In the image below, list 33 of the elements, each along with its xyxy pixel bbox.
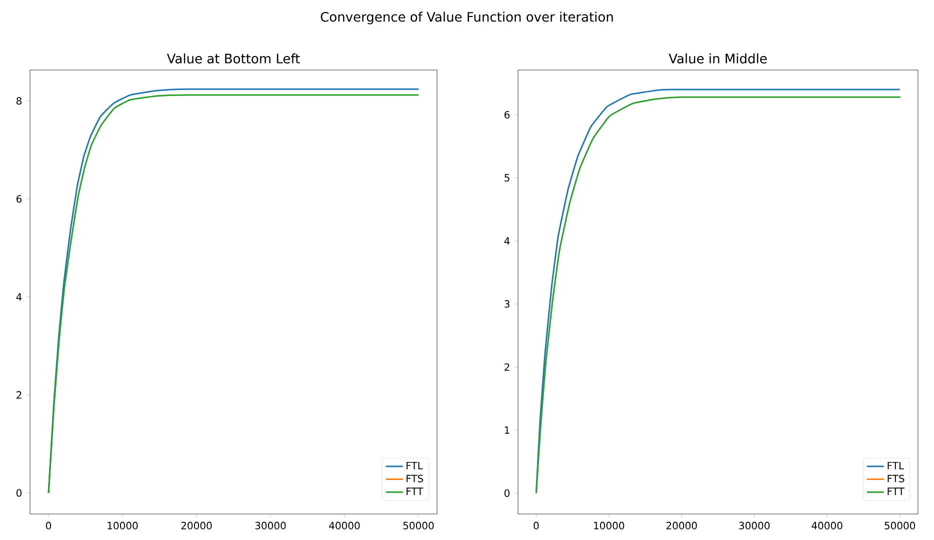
legend-label: FTS: [406, 474, 424, 482]
y-tick-label: 0: [16, 489, 22, 497]
y-tick-label: 4: [504, 237, 510, 245]
y-tick-label: 8: [16, 97, 22, 105]
x-tick-label: 20000: [666, 522, 697, 530]
x-tick-label: 0: [46, 522, 52, 530]
x-tick-label: 40000: [329, 522, 360, 530]
text: Convergence of Value Function over iteration: [320, 12, 613, 24]
y-tick-label: 3: [504, 300, 510, 308]
legend-label: FTT: [888, 488, 904, 495]
y-tick-label: 1: [504, 426, 510, 434]
x-tick-label: 50000: [884, 522, 916, 530]
x-tick-label: 50000: [403, 522, 434, 530]
x-tick-label: 10000: [594, 522, 624, 530]
x-tick-label: 0: [534, 522, 539, 530]
legend-label: FTS: [888, 474, 904, 482]
y-tick-label: 5: [504, 174, 510, 182]
y-tick-label: 6: [16, 195, 22, 203]
legend-label: FTL: [888, 462, 904, 470]
x-tick-label: 10000: [108, 522, 138, 530]
x-tick-label: 30000: [255, 522, 286, 530]
y-tick-label: 0: [504, 489, 510, 497]
chart-title: Value at Bottom Left: [166, 53, 300, 64]
x-tick-label: 40000: [812, 522, 842, 530]
legend-label: FTL: [406, 462, 423, 470]
x-tick-label: 30000: [739, 522, 770, 530]
y-tick-label: 2: [16, 391, 22, 399]
y-tick-label: 6: [504, 110, 510, 119]
chart-title: Value in Middle: [668, 53, 767, 64]
y-tick-label: 2: [504, 363, 510, 371]
x-tick-label: 20000: [181, 522, 212, 530]
legend-label: FTT: [406, 488, 424, 495]
y-tick-label: 4: [16, 293, 22, 301]
